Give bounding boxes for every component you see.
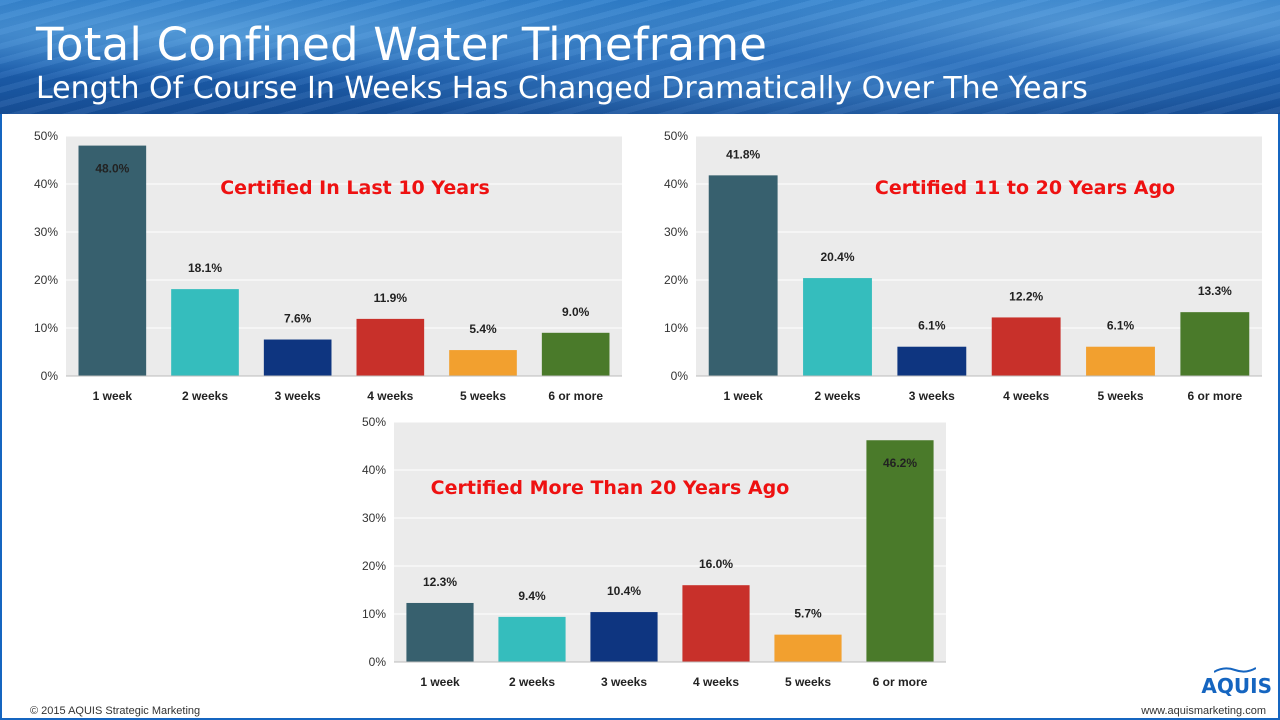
y-tick-label: 30% bbox=[362, 511, 386, 525]
y-tick-label: 40% bbox=[34, 177, 58, 191]
data-label: 48.0% bbox=[95, 162, 129, 176]
bar-2-weeks bbox=[803, 278, 872, 376]
data-label: 5.7% bbox=[794, 607, 822, 621]
y-tick-label: 50% bbox=[664, 129, 688, 143]
bar-5-weeks bbox=[1086, 346, 1155, 376]
footer-copyright: © 2015 AQUIS Strategic Marketing bbox=[30, 705, 201, 717]
bar-1-week bbox=[406, 602, 474, 662]
data-label: 16.0% bbox=[699, 557, 733, 571]
chart-11-to-20-years: 0% 10% 20% 30% 40% 50% 41.8% 1 week 20.4% 2 weeks… bbox=[664, 129, 1262, 403]
chart-last-10-years: 0% 10% 20% 30% 40% 50% 48.0% 1 week 18.1% 2 weeks… bbox=[34, 129, 622, 403]
x-tick-label: 1 week bbox=[723, 389, 763, 403]
bar-6-or-more bbox=[1180, 312, 1250, 376]
y-tick-label: 30% bbox=[664, 225, 688, 239]
bar-2-weeks bbox=[498, 616, 566, 662]
x-tick-label: 2 weeks bbox=[814, 389, 860, 403]
bar-5-weeks bbox=[774, 634, 842, 662]
y-tick-label: 0% bbox=[41, 369, 59, 383]
chart-title: Certified More Than 20 Years Ago bbox=[431, 477, 790, 499]
x-tick-label: 3 weeks bbox=[275, 389, 321, 403]
bar-2-weeks bbox=[171, 289, 239, 376]
x-tick-label: 1 week bbox=[93, 389, 133, 403]
bar-4-weeks bbox=[682, 585, 750, 662]
bar-3-weeks bbox=[263, 339, 332, 376]
bar-6-or-more bbox=[541, 332, 610, 376]
bar-3-weeks bbox=[897, 346, 967, 376]
plot-area-more-than-20-years bbox=[394, 422, 946, 662]
data-label: 46.2% bbox=[883, 456, 917, 470]
x-tick-label: 2 weeks bbox=[509, 675, 555, 689]
x-tick-label: 5 weeks bbox=[785, 675, 831, 689]
x-tick-label: 4 weeks bbox=[1003, 389, 1049, 403]
x-tick-label: 6 or more bbox=[873, 675, 928, 689]
bar-1-week bbox=[78, 145, 147, 376]
data-label: 18.1% bbox=[188, 261, 222, 275]
y-tick-label: 20% bbox=[34, 273, 58, 287]
y-tick-label: 40% bbox=[664, 177, 688, 191]
data-label: 11.9% bbox=[374, 291, 408, 305]
x-tick-label: 2 weeks bbox=[182, 389, 228, 403]
bar-3-weeks bbox=[590, 612, 658, 662]
y-tick-label: 20% bbox=[362, 559, 386, 573]
x-tick-label: 5 weeks bbox=[460, 389, 506, 403]
data-label: 5.4% bbox=[469, 322, 497, 336]
data-label: 6.1% bbox=[918, 319, 946, 333]
footer-website[interactable]: www.aquismarketing.com bbox=[1141, 705, 1266, 717]
data-label: 41.8% bbox=[726, 147, 760, 161]
bar-1-week bbox=[708, 175, 778, 376]
x-tick-label: 6 or more bbox=[548, 389, 603, 403]
y-tick-label: 50% bbox=[34, 129, 58, 143]
bar-4-weeks bbox=[356, 318, 425, 376]
chart-more-than-20-years: 0% 10% 20% 30% 40% 50% 12.3% 1 week 9.4% 2 weeks 1… bbox=[362, 415, 946, 689]
x-tick-label: 6 or more bbox=[1187, 389, 1242, 403]
x-tick-label: 3 weeks bbox=[601, 675, 647, 689]
data-label: 13.3% bbox=[1198, 284, 1232, 298]
y-tick-label: 50% bbox=[362, 415, 386, 429]
y-tick-label: 0% bbox=[369, 655, 387, 669]
y-tick-label: 20% bbox=[664, 273, 688, 287]
data-label: 7.6% bbox=[284, 312, 312, 326]
data-label: 12.2% bbox=[1009, 289, 1043, 303]
chart-title: Certified 11 to 20 Years Ago bbox=[875, 177, 1175, 199]
slide-title: Total Confined Water Timeframe bbox=[36, 18, 768, 71]
header-banner: Total Confined Water Timeframe Length Of… bbox=[0, 0, 1280, 114]
x-tick-label: 3 weeks bbox=[909, 389, 955, 403]
slide-subtitle: Length Of Course In Weeks Has Changed Dr… bbox=[36, 71, 1088, 106]
x-tick-label: 4 weeks bbox=[693, 675, 739, 689]
data-label: 12.3% bbox=[423, 575, 457, 589]
y-tick-label: 10% bbox=[34, 321, 58, 335]
bar-5-weeks bbox=[449, 350, 517, 376]
data-label: 6.1% bbox=[1107, 319, 1135, 333]
plot-area-last-10-years bbox=[66, 136, 622, 376]
plot-area-11-to-20-years bbox=[696, 136, 1262, 376]
x-tick-label: 1 week bbox=[420, 675, 460, 689]
bar-6-or-more bbox=[866, 440, 934, 662]
data-label: 9.4% bbox=[518, 589, 546, 603]
y-tick-label: 40% bbox=[362, 463, 386, 477]
y-tick-label: 30% bbox=[34, 225, 58, 239]
y-tick-label: 10% bbox=[664, 321, 688, 335]
data-label: 10.4% bbox=[607, 584, 641, 598]
x-tick-label: 4 weeks bbox=[367, 389, 413, 403]
bar-4-weeks bbox=[991, 317, 1061, 376]
aquis-logo: AQUIS bbox=[1201, 674, 1272, 698]
data-label: 9.0% bbox=[562, 305, 590, 319]
chart-title: Certified In Last 10 Years bbox=[220, 177, 490, 199]
data-label: 20.4% bbox=[820, 250, 854, 264]
y-tick-label: 10% bbox=[362, 607, 386, 621]
y-tick-label: 0% bbox=[671, 369, 689, 383]
logo-wave-mark bbox=[1214, 667, 1256, 673]
x-tick-label: 5 weeks bbox=[1097, 389, 1143, 403]
